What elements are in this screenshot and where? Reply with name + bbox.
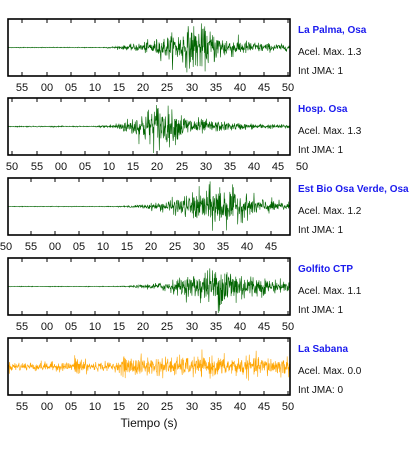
tick-label: 25 [161,401,173,413]
tick-label: 20 [145,241,157,253]
panel-frame [7,257,291,316]
tick-label: 20 [137,82,149,94]
jma-intensity-label: Int JMA: 1 [298,305,343,316]
tick-label: 50 [0,241,12,253]
waveform-line [7,181,291,231]
tick-label: 15 [113,401,125,413]
jma-intensity-label: Int JMA: 1 [298,66,343,77]
panel-frame [7,177,291,236]
tick-label: 35 [210,321,222,333]
tick-label: 30 [186,321,198,333]
waveform-line [7,23,291,73]
tick-label: 25 [169,241,181,253]
tick-label: 35 [224,161,236,173]
tick-label: 05 [79,161,91,173]
tick-label: 05 [73,241,85,253]
tick-label: 15 [113,321,125,333]
tick-label: 00 [49,241,61,253]
tick-label: 30 [186,401,198,413]
x-axis-title: Tiempo (s) [121,416,178,430]
tick-label: 20 [137,321,149,333]
tick-label: 50 [296,161,308,173]
panel-4: 55 00 05 10 15 20 25 30 35 40 45 50 Golfito CTP Acel.… [7,257,362,333]
waveform-line [7,104,291,154]
tick-label: 35 [217,241,229,253]
tick-label: 45 [265,241,277,253]
panel-1: 55 00 05 10 15 20 25 30 35 40 45 50 La Palma, Osa Ace… [7,18,367,94]
tick-label: 50 [282,82,294,94]
tick-label: 20 [151,161,163,173]
max-acceleration-label: Acel. Max. 1.3 [298,47,362,58]
tick-label: 10 [97,241,109,253]
station-name: Est Bio Osa Verde, Osa [298,184,409,195]
tick-label: 20 [137,401,149,413]
tick-label: 00 [41,321,53,333]
tick-label: 45 [258,82,270,94]
tick-label: 30 [200,161,212,173]
tick-label: 00 [55,161,67,173]
tick-label: 55 [16,321,28,333]
panel-2: 50 55 00 05 10 15 20 25 30 35 40 45 50 Hosp. Osa Acel.… [6,97,362,173]
tick-label: 30 [193,241,205,253]
tick-label: 10 [89,401,101,413]
tick-label: 15 [121,241,133,253]
jma-intensity-label: Int JMA: 1 [298,225,343,236]
jma-intensity-label: Int JMA: 0 [298,385,343,396]
tick-label: 35 [210,82,222,94]
tick-label: 30 [186,82,198,94]
station-name: Golfito CTP [298,264,353,275]
tick-label: 25 [161,321,173,333]
tick-label: 00 [41,82,53,94]
tick-label: 05 [65,82,77,94]
tick-label: 45 [258,321,270,333]
tick-label: 40 [234,401,246,413]
tick-label: 15 [127,161,139,173]
max-acceleration-label: Acel. Max. 1.3 [298,126,362,137]
max-acceleration-label: Acel. Max. 1.1 [298,286,362,297]
tick-label: 40 [241,241,253,253]
panel-frame [7,97,291,156]
tick-label: 05 [65,321,77,333]
tick-label: 00 [41,401,53,413]
waveform-line [7,268,291,314]
tick-label: 55 [16,401,28,413]
tick-label: 10 [89,82,101,94]
tick-label: 40 [234,82,246,94]
panel-frame [7,337,291,396]
panel-5: 55 00 05 10 15 20 25 30 35 40 45 50 La Sabana Acel. M… [7,337,362,413]
tick-label: 50 [282,321,294,333]
tick-label: 40 [248,161,260,173]
tick-label: 55 [25,241,37,253]
tick-label: 25 [176,161,188,173]
tick-label: 55 [16,82,28,94]
panel-3: 50 55 00 05 10 15 20 25 30 35 40 45 Est Bio Osa Verd… [0,177,409,253]
tick-label: 15 [113,82,125,94]
tick-label: 50 [6,161,18,173]
tick-label: 05 [65,401,77,413]
tick-label: 45 [272,161,284,173]
station-name: La Palma, Osa [298,25,367,36]
tick-label: 10 [89,321,101,333]
station-name: La Sabana [298,344,348,355]
tick-label: 10 [103,161,115,173]
max-acceleration-label: Acel. Max. 1.2 [298,206,362,217]
waveform-line [7,349,291,381]
tick-label: 35 [210,401,222,413]
tick-label: 25 [161,82,173,94]
station-name: Hosp. Osa [298,104,348,115]
tick-label: 45 [258,401,270,413]
max-acceleration-label: Acel. Max. 0.0 [298,366,362,377]
tick-label: 55 [31,161,43,173]
panel-frame [7,18,291,77]
tick-label: 40 [234,321,246,333]
jma-intensity-label: Int JMA: 1 [298,145,343,156]
tick-label: 50 [282,401,294,413]
